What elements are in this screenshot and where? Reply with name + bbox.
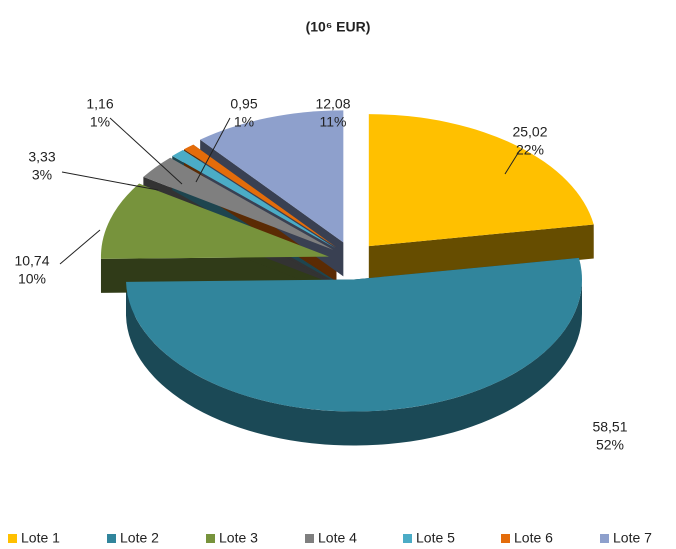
value-label: 58,51	[592, 419, 627, 435]
percent-label: 11%	[320, 114, 347, 130]
slice-side	[368, 224, 594, 281]
leader-line	[195, 117, 231, 183]
value-label: 12,08	[315, 96, 350, 112]
legend-swatch	[501, 534, 510, 543]
value-label: 3,33	[28, 149, 55, 165]
value-label: 0,95	[230, 96, 257, 112]
legend-swatch	[206, 534, 215, 543]
value-label: 1,16	[86, 96, 113, 112]
leader-line	[109, 117, 183, 185]
legend-label: Lote 4	[318, 530, 357, 546]
value-label: 10,74	[14, 253, 49, 269]
slice-side	[126, 279, 583, 446]
percent-label: 52%	[596, 437, 624, 453]
leader-line	[61, 171, 159, 191]
percent-label: 22%	[516, 142, 544, 158]
legend-label: Lote 5	[416, 530, 455, 546]
percent-label: 1%	[234, 114, 254, 130]
legend-label: Lote 6	[514, 530, 553, 546]
slice	[100, 183, 329, 259]
legend-swatch	[403, 534, 412, 543]
legend-label: Lote 1	[21, 530, 60, 546]
legend-label: Lote 2	[120, 530, 159, 546]
percent-label: 1%	[90, 114, 110, 130]
legend-swatch	[107, 534, 116, 543]
chart-title: (10⁶ EUR)	[306, 19, 371, 35]
slice	[183, 144, 337, 248]
percent-label: 3%	[32, 167, 52, 183]
legend-label: Lote 3	[219, 530, 258, 546]
slice	[126, 257, 583, 412]
slice	[172, 149, 336, 249]
slice	[143, 157, 334, 250]
legend-label: Lote 7	[613, 530, 652, 546]
value-label: 25,02	[512, 124, 547, 140]
percent-label: 10%	[18, 271, 46, 287]
legend-swatch	[8, 534, 17, 543]
leader-line	[504, 149, 521, 175]
legend-swatch	[600, 534, 609, 543]
slice	[200, 110, 344, 243]
legend-swatch	[305, 534, 314, 543]
leader-line	[59, 229, 101, 265]
slice	[368, 114, 594, 247]
